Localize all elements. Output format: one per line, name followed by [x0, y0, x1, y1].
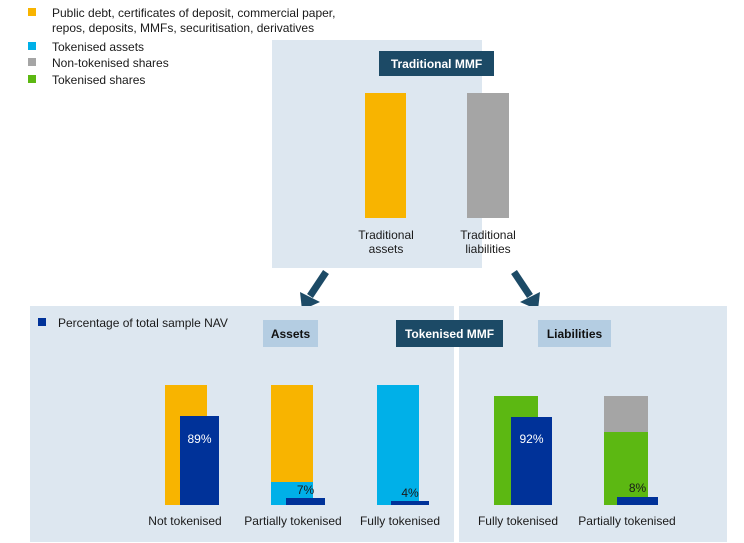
label-liab-partially-tokenised-nav: 8%	[628, 481, 647, 495]
legend-label-non-tokenised-shares: Non-tokenised shares	[52, 56, 169, 70]
label-partially-tokenised-nav: 7%	[296, 483, 315, 497]
tokenised-mmf-title: Tokenised MMF	[396, 320, 503, 347]
category-not-tokenised: Not tokenised	[148, 514, 222, 528]
label-not-tokenised-nav: 89%	[187, 432, 212, 446]
category-partially-tokenised: Partially tokenised	[244, 514, 342, 528]
legend-label-traditional-assets-line2: repos, deposits, MMFs, securitisation, d…	[52, 21, 315, 35]
bar-partially-tokenised-nav	[286, 498, 325, 505]
category-fully-tokenised: Fully tokenised	[359, 514, 441, 528]
category-liab-partially-tokenised: Partially tokenised	[578, 514, 676, 528]
category-liab-fully-tokenised: Fully tokenised	[477, 514, 559, 528]
bar-liab-partially-non-tokenised	[604, 396, 648, 432]
bar-liab-fully-tokenised-nav	[511, 417, 552, 505]
legend-label-traditional-assets-line1: Public debt, certificates of deposit, co…	[52, 6, 336, 20]
legend-swatch-traditional-assets	[28, 8, 36, 16]
bar-not-tokenised-nav	[180, 416, 219, 505]
traditional-assets-label-line1: Traditional	[358, 228, 414, 242]
traditional-liabilities-bar	[467, 93, 509, 218]
legend-swatch-nav	[38, 318, 46, 326]
traditional-liabilities-label: Traditional liabilities	[442, 228, 534, 256]
arrow-to-liabilities-icon	[511, 270, 540, 310]
legend-swatch-tokenised-assets	[28, 42, 36, 50]
traditional-assets-bar	[365, 93, 406, 218]
bar-fully-tokenised-nav	[391, 501, 429, 505]
assets-title: Assets	[263, 320, 318, 347]
bar-liab-partially-tokenised-shares	[604, 432, 648, 505]
bar-liab-partially-tokenised-nav	[617, 497, 658, 505]
legend-swatch-non-tokenised-shares	[28, 58, 36, 66]
traditional-liabilities-label-line1: Traditional	[460, 228, 516, 242]
legend-label-tokenised-assets: Tokenised assets	[52, 40, 145, 54]
legend-label-nav: Percentage of total sample NAV	[58, 316, 228, 330]
legend-label-tokenised-shares: Tokenised shares	[52, 73, 146, 87]
traditional-assets-label-line2: assets	[368, 242, 404, 256]
legend-swatch-tokenised-shares	[28, 75, 36, 83]
label-fully-tokenised-nav: 4%	[401, 486, 419, 500]
label-liab-fully-tokenised-nav: 92%	[519, 432, 544, 446]
bar-partially-tokenised-traditional	[271, 385, 313, 482]
arrow-to-assets-icon	[300, 270, 329, 310]
traditional-liabilities-label-line2: liabilities	[465, 242, 511, 256]
liabilities-title: Liabilities	[538, 320, 611, 347]
bar-fully-tokenised-tokenised	[377, 385, 419, 505]
traditional-mmf-title: Traditional MMF	[379, 51, 494, 76]
traditional-assets-label: Traditional assets	[340, 228, 432, 256]
